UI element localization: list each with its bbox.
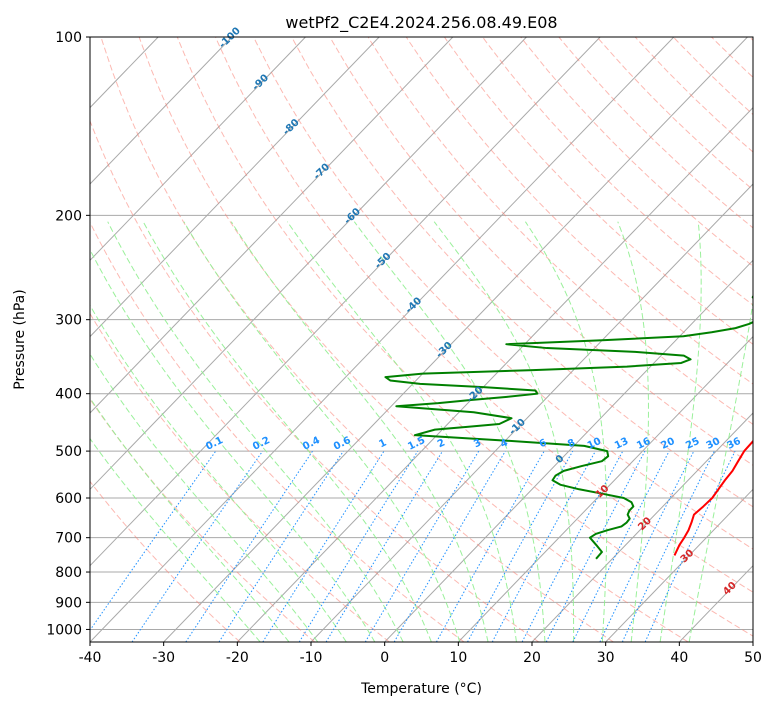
mixing-ratio-line	[262, 450, 385, 642]
y-tick-label: 300	[55, 313, 82, 329]
x-tick-label: 0	[380, 650, 389, 666]
moist-adiabat-line	[524, 221, 608, 642]
mixing-ratio-line	[185, 450, 314, 642]
dry-adiabat-line	[405, 37, 753, 385]
isotherm-line	[236, 106, 753, 642]
x-tick-label: 40	[670, 650, 688, 666]
dry-adiabat-line	[215, 37, 753, 593]
chart-title: wetPf2_C2E4.2024.256.08.49.E08	[285, 13, 557, 33]
mixing-ratio-label: 25	[684, 436, 701, 452]
mixing-ratio-line	[491, 450, 596, 642]
plot-frame	[89, 36, 754, 643]
dry-adiabat-line	[90, 119, 540, 642]
isotherm-line	[163, 37, 748, 642]
x-tick-label: 30	[597, 650, 615, 666]
y-axis-label: Pressure (hPa)	[12, 289, 28, 389]
mixing-ratio-line	[90, 450, 217, 632]
isotherm-line	[605, 488, 753, 642]
mixing-ratio-label: 4	[499, 437, 510, 450]
x-tick-label: -30	[152, 650, 175, 666]
mixing-ratio-label: 3	[472, 437, 483, 450]
moist-adiabat-line	[286, 221, 517, 642]
moist-adiabat-line	[90, 248, 376, 642]
x-tick-label: -20	[226, 650, 249, 666]
y-tick-label: 200	[55, 208, 82, 224]
moist-adiabat-line	[90, 397, 290, 642]
dry-adiabat-line	[176, 37, 753, 637]
y-tick-label: 900	[55, 595, 82, 611]
isotherm-line	[90, 37, 454, 414]
isotherm-line	[531, 412, 753, 642]
moist-adiabat-line	[659, 221, 702, 642]
y-tick-label: 700	[55, 531, 82, 547]
dry-adiabat-line	[367, 37, 753, 425]
mixing-ratio-line	[298, 450, 419, 642]
y-tick-label: 800	[55, 565, 82, 581]
mixing-ratio-line	[572, 450, 670, 642]
moist-adiabat-line	[90, 304, 347, 642]
mixing-ratio-line	[325, 450, 443, 642]
mixing-ratio-line	[435, 450, 545, 642]
y-tick-label: 100	[55, 30, 82, 46]
y-tick-label: 600	[55, 491, 82, 507]
mixing-ratio-label: 16	[635, 436, 652, 452]
moist-adiabat-line	[183, 221, 461, 642]
mixing-ratio-line	[545, 450, 646, 642]
x-tick-label: -10	[300, 650, 323, 666]
dewpoint-line	[384, 294, 753, 560]
mixing-ratio-line	[467, 450, 574, 642]
moist-adiabat-line	[90, 353, 319, 642]
temperature-line	[673, 439, 753, 556]
x-tick-label: 20	[523, 650, 541, 666]
dry-adiabat-line	[482, 37, 753, 306]
mixing-ratio-label: 2	[436, 437, 447, 450]
isotherm-line	[90, 37, 233, 185]
isotherm-line	[90, 37, 601, 567]
moist-adiabat-line	[617, 221, 649, 642]
moist-adiabat-line	[353, 221, 546, 642]
mixing-ratio-line	[644, 450, 736, 642]
x-tick-label: 10	[449, 650, 467, 666]
moist-adiabat-line	[230, 221, 489, 642]
x-tick-label: 50	[744, 650, 762, 666]
moist-adiabat-line	[688, 299, 753, 642]
isotherm-line	[90, 37, 306, 262]
mixing-ratio-label: 20	[659, 436, 676, 452]
isotherm-line	[90, 37, 675, 642]
dry-adiabat-line	[90, 312, 390, 642]
dry-adiabat-line	[90, 398, 316, 642]
mixing-ratio-label: 30	[705, 436, 722, 452]
mixing-ratio-line	[218, 450, 344, 642]
mixing-ratio-line	[131, 450, 264, 642]
dry-adiabat-line	[253, 37, 753, 550]
y-tick-label: 1000	[46, 622, 82, 638]
mixing-ratio-line	[621, 450, 715, 642]
x-tick-label: -40	[79, 650, 102, 666]
isotherm-line	[90, 37, 527, 491]
isotherm-line	[90, 37, 380, 338]
x-axis-label: Temperature (°C)	[360, 681, 482, 697]
moist-adiabat-line	[433, 221, 575, 642]
mixing-ratio-label: 13	[613, 436, 630, 452]
moist-adiabat-line	[90, 437, 261, 642]
y-tick-label: 400	[55, 387, 82, 403]
mixing-ratio-label: 1	[377, 437, 388, 450]
mixing-ratio-label: 6	[538, 437, 549, 450]
mixing-ratio-label: 8	[566, 437, 577, 450]
mixing-ratio-label: 36	[725, 436, 742, 452]
y-tick-label: 500	[55, 444, 82, 460]
isotherm-line	[384, 259, 753, 642]
plot-background	[90, 37, 753, 642]
isotherm-line	[457, 335, 753, 642]
mixing-ratio-line	[521, 450, 624, 642]
dry-adiabat-line	[291, 37, 753, 508]
mixing-ratio-label: 10	[586, 436, 603, 452]
